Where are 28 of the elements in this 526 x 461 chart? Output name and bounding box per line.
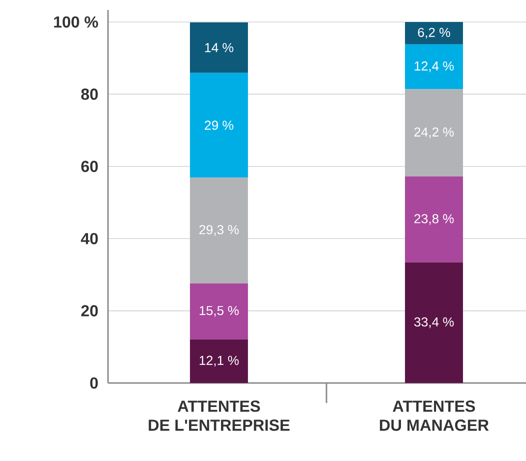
y-tick-label: 80 [81,88,98,100]
data-label: 6,2 % [418,28,450,39]
y-tick-label: 0 [90,377,98,389]
bar [190,72,248,178]
bar [404,22,463,44]
bar [404,262,463,383]
y-tick-label: 100 % [54,16,98,28]
data-label: 12,4 % [414,61,454,72]
bar [404,176,463,262]
y-tick-label: 60 [81,160,98,172]
x-tick-label: ATTENTES DU MANAGER [380,400,489,431]
y-tick-label: 20 [81,305,98,316]
bar [190,339,248,383]
y-tick-label: 40 [80,232,98,244]
data-label: 14 % [205,43,234,52]
bar [190,178,248,284]
data-label: 33,4 % [414,317,454,328]
data-label: 29 % [204,120,234,130]
data-label: 12,1 % [200,356,239,367]
x-tick-label: ATTENTES DE L'ENTREPRISE [148,400,290,431]
data-label: 29,3 % [199,225,239,236]
bar [190,283,248,340]
bar [190,22,248,73]
bar [404,89,463,177]
data-label: 23,8 % [414,214,454,225]
data-label: 15,5 % [200,306,239,317]
data-label: 24,2 % [414,127,454,138]
bar [404,44,463,90]
